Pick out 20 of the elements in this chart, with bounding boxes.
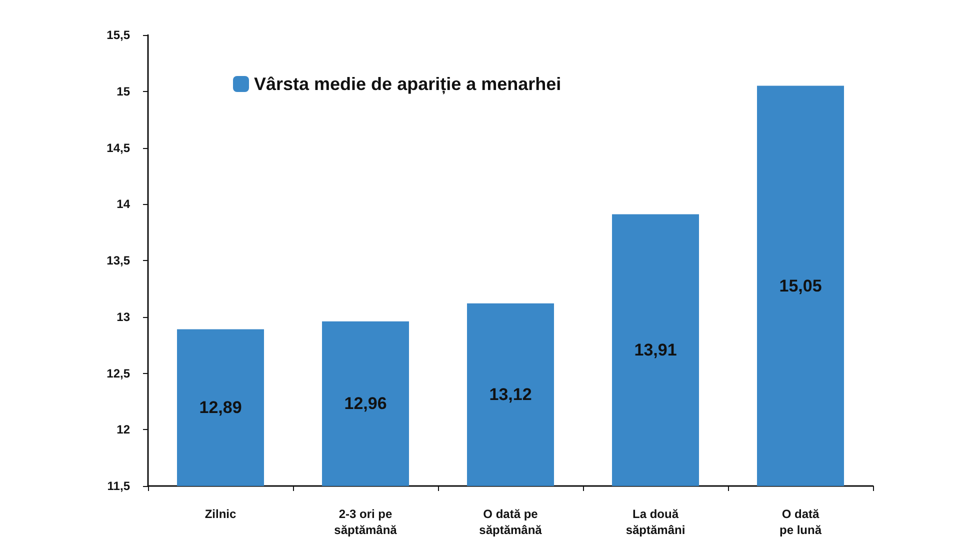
y-tick-label: 15	[116, 84, 130, 98]
y-tick-label: 12	[116, 422, 130, 437]
data-label: 12,96	[344, 394, 387, 414]
x-tick-label: O dată pe lună	[779, 507, 822, 537]
data-label: 13,91	[634, 340, 677, 360]
x-tick-label: La două săptămâni	[626, 507, 686, 537]
data-label: 12,89	[199, 398, 242, 418]
y-tick-label: 11,5	[107, 479, 130, 493]
legend-label: Vârsta medie de apariție a menarhei	[254, 74, 562, 95]
x-tick-label: Zilnic	[204, 507, 236, 521]
y-tick-label: 14	[116, 197, 130, 212]
y-tick-label: 14,5	[106, 140, 130, 155]
data-label: 15,05	[779, 276, 822, 296]
x-tick-label: O dată pe săptămână	[479, 507, 542, 537]
x-tick-label: 2-3 ori pe săptămână	[334, 507, 398, 537]
y-tick-label: 13,5	[106, 254, 130, 268]
y-tick-label: 12,5	[106, 366, 130, 380]
y-tick-label: 13	[116, 310, 130, 324]
data-label: 13,12	[489, 385, 532, 404]
y-tick-label: 15,5	[106, 28, 130, 42]
